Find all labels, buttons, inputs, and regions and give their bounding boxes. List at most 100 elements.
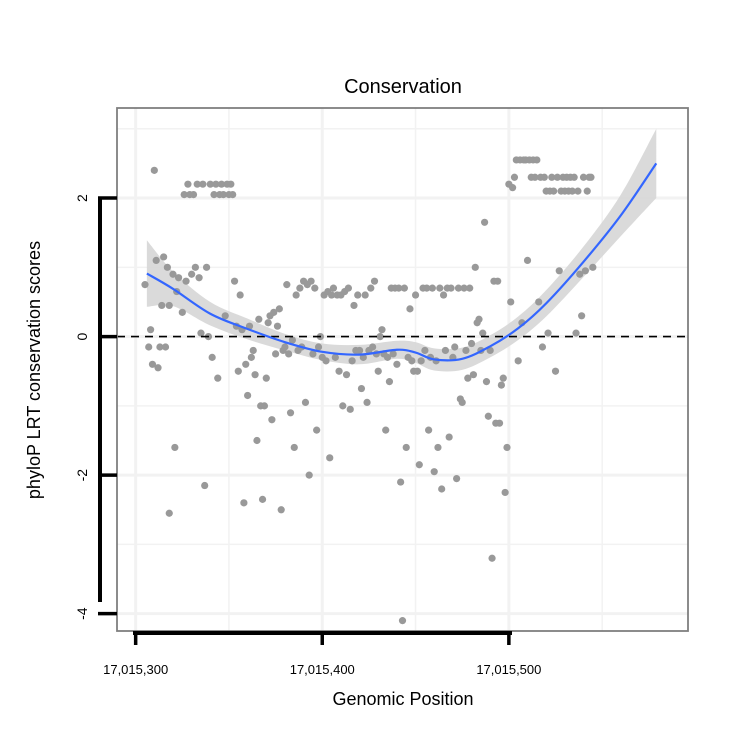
data-point [438, 485, 446, 493]
data-point [481, 218, 489, 226]
data-point [281, 343, 289, 351]
data-point [150, 166, 158, 174]
data-point [199, 180, 207, 188]
data-point [482, 378, 491, 386]
data-point [469, 371, 478, 379]
data-point [270, 308, 278, 316]
data-point [260, 402, 269, 410]
data-point [555, 267, 563, 275]
data-point [326, 454, 334, 462]
data-point [460, 284, 468, 292]
data-point [344, 284, 352, 292]
data-point [397, 478, 405, 486]
x-tick-label: 17,015,500 [476, 662, 541, 677]
data-point [503, 443, 511, 452]
y-axis: -4 -2 0 2 [74, 194, 117, 620]
data-point [411, 291, 420, 299]
data-point [357, 384, 366, 393]
data-point [208, 353, 216, 361]
data-point [184, 180, 192, 188]
data-point [494, 277, 502, 285]
data-point [180, 190, 188, 199]
data-point [178, 308, 186, 316]
data-point [361, 291, 369, 299]
data-point [423, 284, 431, 292]
data-point [540, 173, 548, 181]
data-point [242, 360, 250, 368]
data-point [570, 173, 578, 181]
data-point [165, 301, 173, 310]
data-point [544, 329, 552, 337]
data-point [466, 284, 474, 292]
data-point [464, 374, 472, 382]
data-point [188, 270, 196, 278]
data-point [458, 398, 466, 406]
data-point [583, 187, 591, 195]
data-point [421, 346, 429, 355]
data-point [346, 405, 354, 413]
y-tick-label: -4 [74, 607, 90, 620]
data-point [497, 381, 505, 389]
data-point [445, 433, 453, 441]
data-point [551, 367, 560, 375]
data-point [589, 263, 597, 271]
data-point [413, 367, 422, 375]
data-point [275, 305, 283, 313]
data-point [339, 402, 347, 410]
y-tick-label: 0 [74, 332, 90, 340]
data-point [264, 319, 272, 327]
data-point [327, 291, 336, 299]
data-point [247, 353, 255, 361]
data-point [160, 253, 168, 261]
x-axis-title: Genomic Position [332, 689, 473, 709]
data-point [210, 190, 218, 199]
y-axis-title: phyloP LRT conservation scores [24, 241, 44, 499]
data-point [335, 367, 343, 375]
data-point [258, 495, 267, 503]
data-point [523, 256, 532, 264]
data-point [350, 301, 358, 310]
data-point [389, 350, 397, 358]
data-point [484, 412, 492, 420]
data-point [434, 443, 442, 452]
data-point [548, 173, 556, 181]
data-point [253, 436, 261, 445]
data-point [510, 173, 519, 181]
data-point [217, 180, 226, 188]
data-point [197, 329, 205, 337]
data-point [189, 190, 198, 199]
data-point [475, 315, 483, 323]
data-point [535, 298, 543, 306]
data-point [268, 416, 276, 424]
data-point [152, 256, 160, 264]
data-point [581, 267, 589, 275]
data-point [141, 281, 149, 289]
data-point [165, 509, 173, 517]
data-point [322, 357, 330, 365]
grid-layer [117, 108, 688, 631]
data-point [576, 270, 584, 278]
data-point [311, 284, 319, 292]
data-point [156, 343, 164, 351]
data-point [393, 360, 401, 368]
data-point [425, 426, 433, 434]
data-point [514, 357, 522, 365]
data-point [214, 374, 222, 382]
data-point [436, 284, 444, 292]
data-point [369, 343, 377, 351]
data-point [145, 343, 153, 351]
data-point [508, 184, 517, 192]
data-point [553, 173, 561, 181]
data-point [163, 263, 171, 271]
data-point [355, 346, 364, 355]
confidence-band [146, 128, 657, 372]
data-point [182, 277, 190, 285]
data-point [227, 180, 235, 188]
data-point [249, 346, 257, 355]
data-point [408, 357, 416, 365]
data-point [354, 291, 362, 299]
data-point [301, 398, 310, 406]
data-point [169, 270, 177, 278]
data-point [229, 190, 237, 199]
